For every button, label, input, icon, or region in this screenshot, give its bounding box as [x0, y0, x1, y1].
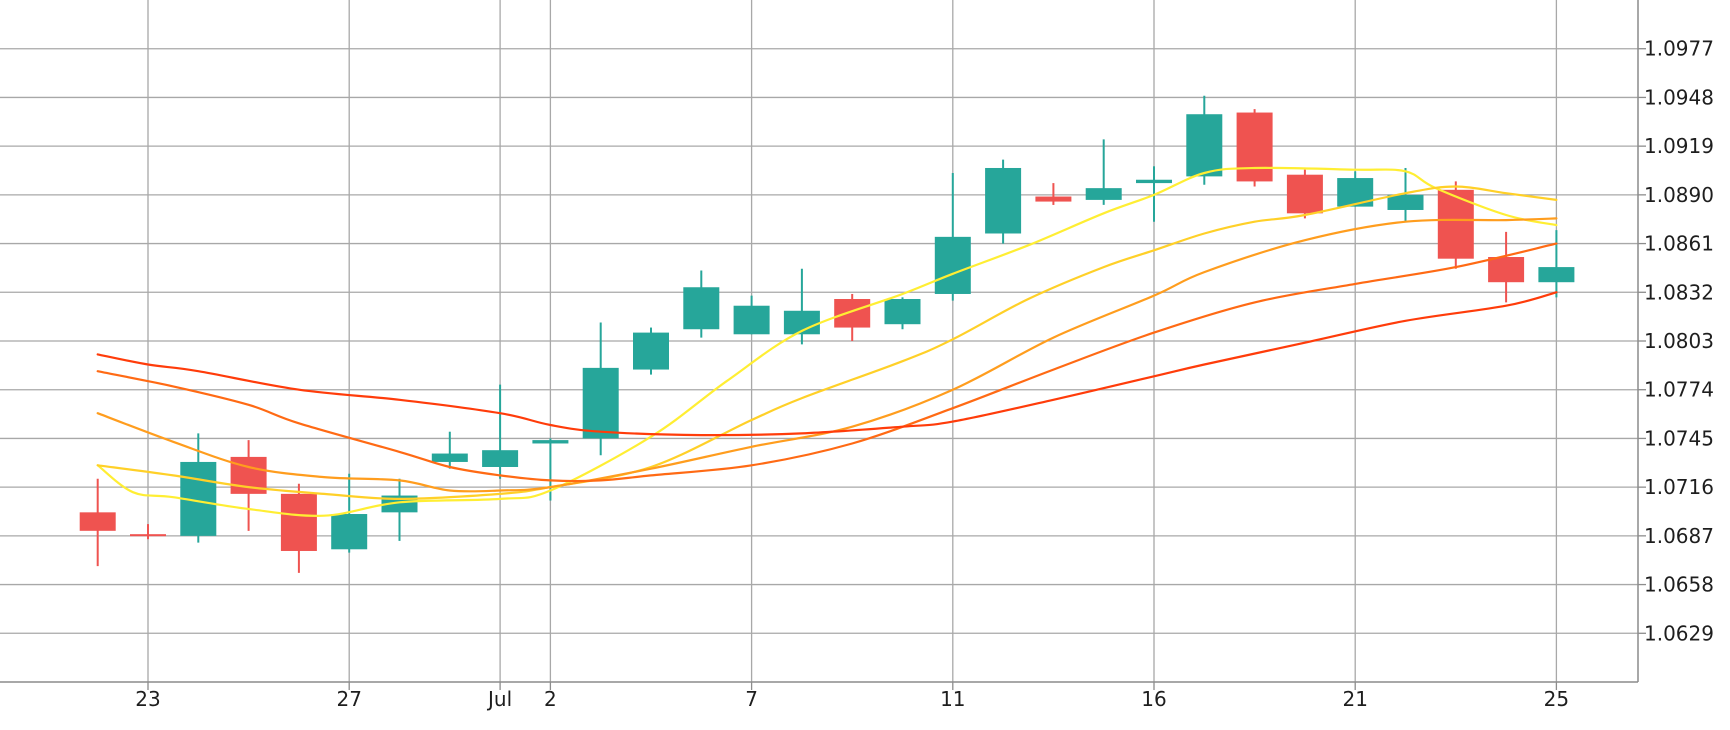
- y-tick-label: 1.0977: [1644, 37, 1714, 61]
- x-tick-label: Jul: [486, 687, 512, 711]
- candle-up: [1085, 139, 1122, 205]
- x-tick-label: 2: [544, 687, 557, 711]
- moving-average-line: [96, 166, 1558, 517]
- candle-body: [130, 534, 166, 537]
- candle-down: [280, 483, 317, 573]
- candle-up: [884, 297, 921, 330]
- candle-up: [431, 431, 468, 469]
- candle-down: [130, 524, 166, 540]
- x-tick-label: 25: [1544, 687, 1569, 711]
- y-tick-label: 1.0658: [1644, 573, 1714, 597]
- candle-body: [1488, 257, 1525, 283]
- moving-average-line: [96, 242, 1558, 483]
- candle-body: [482, 450, 519, 467]
- candle-up: [482, 384, 519, 479]
- candle-up: [733, 295, 770, 335]
- y-axis-labels: 1.0977 1.0948 1.0919 1.0890 1.0861 1.0832 1.08…: [1644, 37, 1714, 646]
- candle-body: [1035, 196, 1072, 202]
- x-tick-label: 11: [940, 687, 965, 711]
- x-tick-label: 27: [336, 687, 361, 711]
- candle-down: [1488, 231, 1525, 303]
- candle-body: [1387, 194, 1424, 210]
- candle-body: [1136, 179, 1172, 184]
- candle-body: [934, 236, 971, 294]
- x-tick-label: 16: [1141, 687, 1166, 711]
- x-tick-label: 23: [135, 687, 160, 711]
- candle-body: [1236, 112, 1273, 182]
- candle-body: [733, 305, 770, 335]
- x-tick-label: 21: [1342, 687, 1367, 711]
- candle-body: [1286, 174, 1323, 214]
- candle-up: [381, 478, 418, 541]
- y-tick-label: 1.0803: [1644, 329, 1714, 353]
- candle-body: [783, 310, 820, 335]
- candle-body: [331, 514, 368, 550]
- candle-up: [934, 173, 971, 301]
- candle-down: [834, 293, 871, 341]
- candle-up: [633, 327, 669, 375]
- candle-down: [1437, 181, 1474, 269]
- candle-down: [1236, 109, 1273, 187]
- y-tick-label: 1.0687: [1644, 524, 1714, 548]
- candle-body: [633, 332, 669, 370]
- candle-body: [1186, 114, 1223, 177]
- y-tick-label: 1.0629: [1644, 621, 1714, 645]
- x-axis-labels: 23 27 Jul 2 7 11 16 21 25: [135, 687, 1569, 711]
- candle-down: [79, 478, 116, 567]
- candle-up: [1538, 230, 1575, 298]
- y-tick-label: 1.0948: [1644, 85, 1714, 109]
- candle-up: [582, 322, 619, 456]
- candle-down: [1286, 169, 1323, 219]
- candle-body: [532, 440, 569, 444]
- candle-body: [1085, 188, 1122, 200]
- axes-layer: [0, 0, 1646, 690]
- candle-body: [884, 299, 921, 325]
- y-tick-label: 1.0861: [1644, 232, 1714, 256]
- candle-body: [582, 367, 619, 439]
- moving-average-line: [96, 185, 1558, 500]
- candle-up: [683, 270, 720, 338]
- candle-body: [683, 287, 720, 330]
- y-tick-label: 1.0716: [1644, 475, 1714, 499]
- grid-layer: [0, 0, 1638, 682]
- candle-body: [834, 299, 871, 328]
- candle-body: [985, 167, 1022, 234]
- y-tick-label: 1.0832: [1644, 280, 1714, 304]
- x-tick-label: 7: [745, 687, 758, 711]
- candle-up: [180, 433, 217, 543]
- moving-average-layer: [96, 166, 1558, 517]
- candle-down: [1035, 183, 1072, 205]
- y-tick-label: 1.0890: [1644, 183, 1714, 207]
- y-tick-label: 1.0745: [1644, 426, 1714, 450]
- moving-average-line: [96, 291, 1558, 437]
- candle-up: [985, 159, 1022, 244]
- candle-up: [783, 268, 820, 345]
- candle-body: [280, 493, 317, 551]
- candle-up: [1186, 95, 1223, 185]
- y-tick-label: 1.0919: [1644, 134, 1714, 158]
- candle-body: [1538, 267, 1575, 283]
- candle-up: [1387, 167, 1424, 222]
- candles-layer: [79, 95, 1575, 573]
- y-tick-label: 1.0774: [1644, 378, 1714, 402]
- candle-body: [1437, 189, 1474, 259]
- moving-average-line: [96, 217, 1558, 493]
- candle-body: [79, 512, 116, 531]
- candle-body: [431, 453, 468, 462]
